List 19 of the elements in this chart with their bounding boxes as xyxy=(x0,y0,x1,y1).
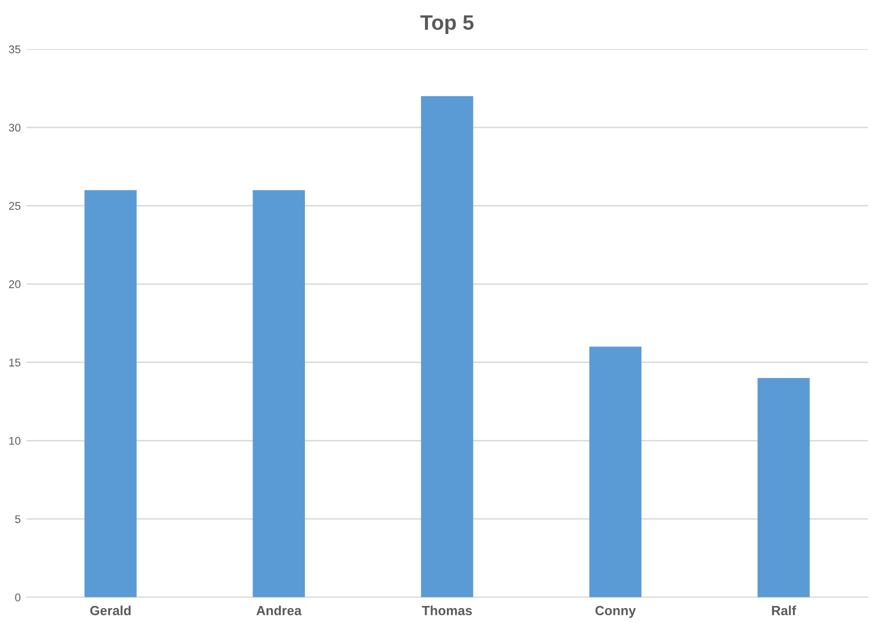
y-tick-label: 15 xyxy=(9,358,20,366)
x-tick-label: Ralf xyxy=(772,606,796,616)
bar xyxy=(252,190,305,598)
y-tick-label: 30 xyxy=(8,124,20,132)
y-tick-label: 5 xyxy=(15,515,20,524)
bar xyxy=(589,346,642,598)
chart-title: Top 5 xyxy=(420,15,474,34)
y-tick-label: 20 xyxy=(9,280,20,288)
y-tick-label: 10 xyxy=(9,436,20,445)
x-tick-label: Conny xyxy=(595,606,636,618)
bar xyxy=(84,190,137,598)
bar xyxy=(758,378,810,598)
y-tick-label: 25 xyxy=(9,202,20,210)
y-tick-label: 0 xyxy=(15,594,20,602)
x-tick-label: Gerald xyxy=(90,606,131,616)
bar xyxy=(421,96,474,598)
x-tick-label: Andrea xyxy=(256,606,302,616)
y-tick-label: 35 xyxy=(8,45,20,54)
x-tick-label: Thomas xyxy=(422,606,472,616)
